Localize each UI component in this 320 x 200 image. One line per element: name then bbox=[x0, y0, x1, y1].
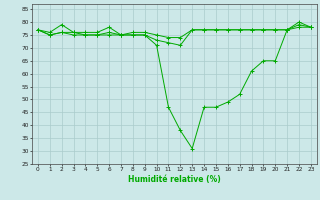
X-axis label: Humidité relative (%): Humidité relative (%) bbox=[128, 175, 221, 184]
